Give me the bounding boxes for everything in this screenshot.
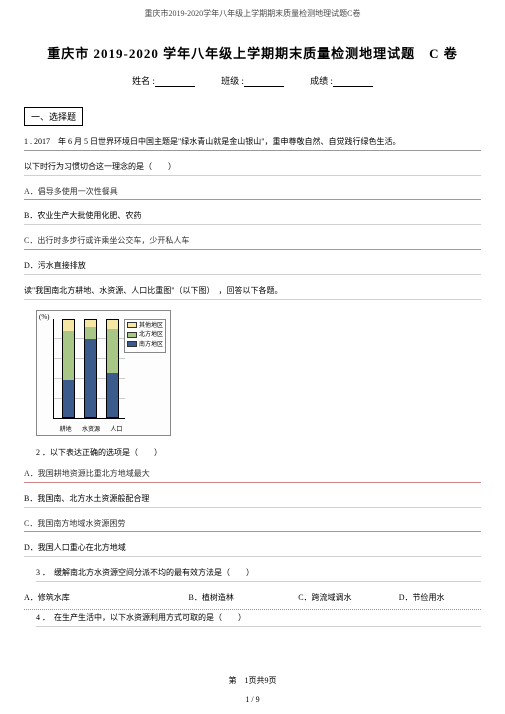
page-fraction: 1 / 9: [0, 695, 505, 704]
class-blank: [244, 77, 284, 87]
seg-south: [63, 380, 74, 417]
q3-opt-b: B．植树造林: [189, 592, 299, 603]
q4-stem: 4 ． 在生产生活中，以下水资源利用方式可取的是（ ）: [36, 612, 481, 627]
seg-south: [107, 373, 118, 417]
bar-population: [106, 319, 119, 418]
chart-legend: 其他地区 北方地区 南方地区: [124, 319, 166, 354]
chart-plot: [53, 319, 125, 419]
q1-stem-a: 1 . 2017 年 6 月 5 日世界环境日中国主题是"绿水青山就是金山银山"…: [24, 136, 481, 151]
legend-swatch-north: [127, 332, 137, 338]
seg-other: [85, 320, 96, 328]
xlabel: 耕地: [53, 424, 78, 433]
legend-label: 南方地区: [139, 342, 163, 348]
legend-swatch-other: [127, 322, 137, 328]
doc-top-header: 重庆市2019-2020学年八年级上学期期末质量检测地理试题C卷: [24, 8, 481, 19]
q3-opt-a: A．修筑水库: [24, 592, 189, 603]
q3-options: A．修筑水库 B．植树造林 C．跨流域调水 D．节俭用水: [24, 592, 481, 603]
name-blank: [155, 77, 195, 87]
legend-label: 其他地区: [139, 323, 163, 329]
q2-opt-b: B．我国南、北方水土资源般配合理: [24, 493, 481, 508]
q2-opt-d: D．我国人口重心在北方地域: [24, 542, 481, 557]
chart: (%) 耕地 水资源 人口 其他地区 北方地区 南方地区: [36, 310, 171, 436]
xlabel: 水资源: [78, 424, 103, 433]
legend-label: 北方地区: [139, 332, 163, 338]
seg-other: [107, 320, 118, 330]
q1-opt-b: B．农业生产大批使用化肥、农药: [24, 210, 481, 225]
seg-south: [85, 339, 96, 417]
section-heading: 一、选择题: [24, 107, 83, 126]
seg-north: [85, 327, 96, 339]
q3-opt-c: C．跨流域调水: [298, 592, 399, 603]
q2-opt-a: A．我国耕地资源比重北方地域最大: [24, 468, 481, 483]
xlabel: 人口: [104, 424, 129, 433]
chart-x-labels: 耕地 水资源 人口: [53, 424, 129, 433]
q1-opt-c: C．出行时多步行或许乘坐公交车，少开私人车: [24, 235, 481, 250]
seg-other: [63, 320, 74, 332]
q1-opt-a: A．倡导多使用一次性餐具: [24, 186, 481, 201]
score-label: 成绩 :: [310, 76, 333, 86]
q2-stem: 2 ．以下表达正确的选项是（ ）: [36, 446, 481, 460]
seg-north: [107, 329, 118, 373]
name-label: 姓名 :: [132, 76, 155, 86]
info-line: 姓名 : 班级 : 成绩 :: [24, 74, 481, 87]
q1-opt-d: D．污水直接排放: [24, 260, 481, 275]
page-footer: 第 1页共9页: [0, 675, 505, 686]
chart-y-label: (%): [39, 313, 50, 321]
bar-cultivated: [62, 319, 75, 418]
reading-intro: 读"我国南北方耕地、水资源、人口比重图"（以下图） ，回答以下各题。: [24, 285, 481, 300]
page-title: 重庆市 2019-2020 学年八年级上学期期末质量检测地理试题 C 卷: [24, 43, 481, 62]
q2-opt-c: C．我国南方地域水资源困劳: [24, 518, 481, 533]
class-label: 班级 :: [221, 76, 244, 86]
seg-north: [63, 331, 74, 380]
bar-water: [84, 319, 97, 418]
legend-swatch-south: [127, 341, 137, 347]
separator: [24, 609, 481, 610]
q3-stem: 3 ． 缓解南北方水资源空间分派不均的最有效方法是（ ）: [36, 567, 481, 582]
score-blank: [333, 77, 373, 87]
q3-opt-d: D．节俭用水: [399, 592, 481, 603]
q1-stem-b: 以下时行为习惯切合这一理念的是（ ）: [24, 161, 481, 176]
